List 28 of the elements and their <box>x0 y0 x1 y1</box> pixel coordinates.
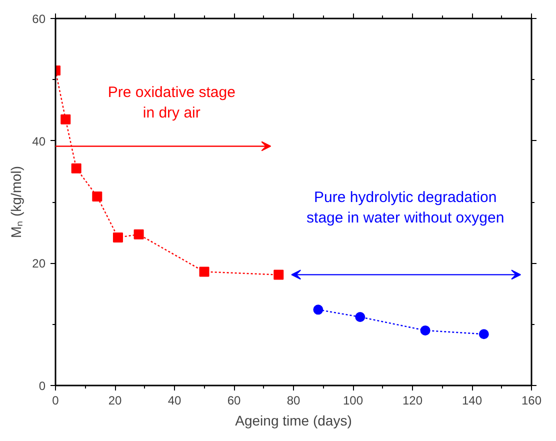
point <box>112 232 123 242</box>
point <box>134 229 144 240</box>
point <box>478 329 489 340</box>
x-axis-title: Ageing time (days) <box>235 412 352 428</box>
x-tick-label: 100 <box>342 394 364 408</box>
x-tick-label: 40 <box>168 394 182 408</box>
point <box>199 266 210 277</box>
x-tick-label: 80 <box>286 394 300 408</box>
point <box>274 270 284 280</box>
point <box>60 114 71 124</box>
point <box>313 304 324 315</box>
point <box>420 325 430 336</box>
point <box>71 163 82 174</box>
x-tick-label: 120 <box>402 394 423 408</box>
y-tick-label: 40 <box>32 134 46 148</box>
x-tick-label: 140 <box>462 394 482 408</box>
y-tick-label: 0 <box>38 379 46 393</box>
annotation: Pure hydrolytic degradation stage in water without oxygen <box>306 189 504 227</box>
x-tick-label: 60 <box>227 394 241 408</box>
x-tick-label: 0 <box>52 394 60 408</box>
x-tick-label: 20 <box>108 394 122 408</box>
annotation: Pre oxidative stage in dry air <box>108 84 236 122</box>
y-axis-title: Mₙ (kg/mol) <box>8 166 24 238</box>
y-tick-label: 20 <box>32 256 46 271</box>
x-tick-label: 160 <box>521 394 542 408</box>
point <box>92 191 102 202</box>
y-tick-label: 60 <box>32 12 46 26</box>
point <box>355 312 366 322</box>
